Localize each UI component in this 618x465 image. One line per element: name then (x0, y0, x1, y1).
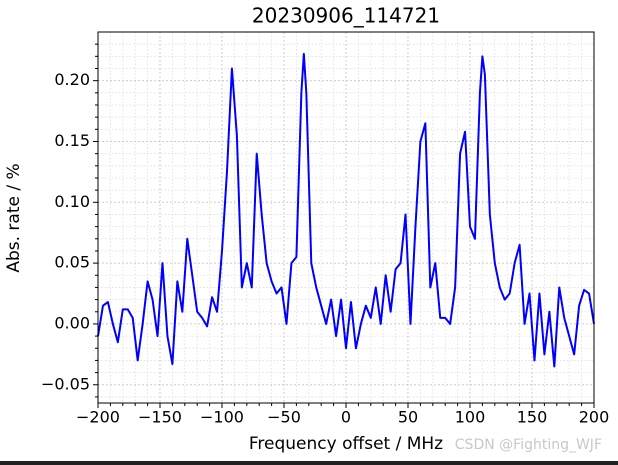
plot-frame (97, 31, 595, 404)
x-tick-label: 150 (517, 408, 548, 427)
x-tick-label: −200 (76, 408, 120, 427)
y-tick-label: −0.05 (41, 374, 90, 393)
x-tick-label: 200 (579, 408, 610, 427)
x-axis-label: Frequency offset / MHz (249, 434, 443, 454)
bottom-bar (0, 461, 618, 465)
y-tick-label: 0.15 (54, 131, 90, 150)
y-tick-label: 0.20 (54, 70, 90, 89)
x-tick-label: −50 (267, 408, 301, 427)
watermark: CSDN @Fighting_WJF (455, 437, 602, 453)
x-tick-label: −100 (200, 408, 244, 427)
x-tick-label: 100 (455, 408, 486, 427)
data-line (97, 52, 595, 368)
x-tick-label: 50 (398, 408, 418, 427)
chart-title: 20230906_114721 (252, 4, 440, 28)
x-tick-label: 0 (341, 408, 351, 427)
y-axis-label: Abs. rate / % (4, 163, 24, 272)
y-tick-label: 0.05 (54, 253, 90, 272)
y-tick-label: 0.10 (54, 192, 90, 211)
x-tick-label: −150 (138, 408, 182, 427)
y-tick-label: 0.00 (54, 313, 90, 332)
